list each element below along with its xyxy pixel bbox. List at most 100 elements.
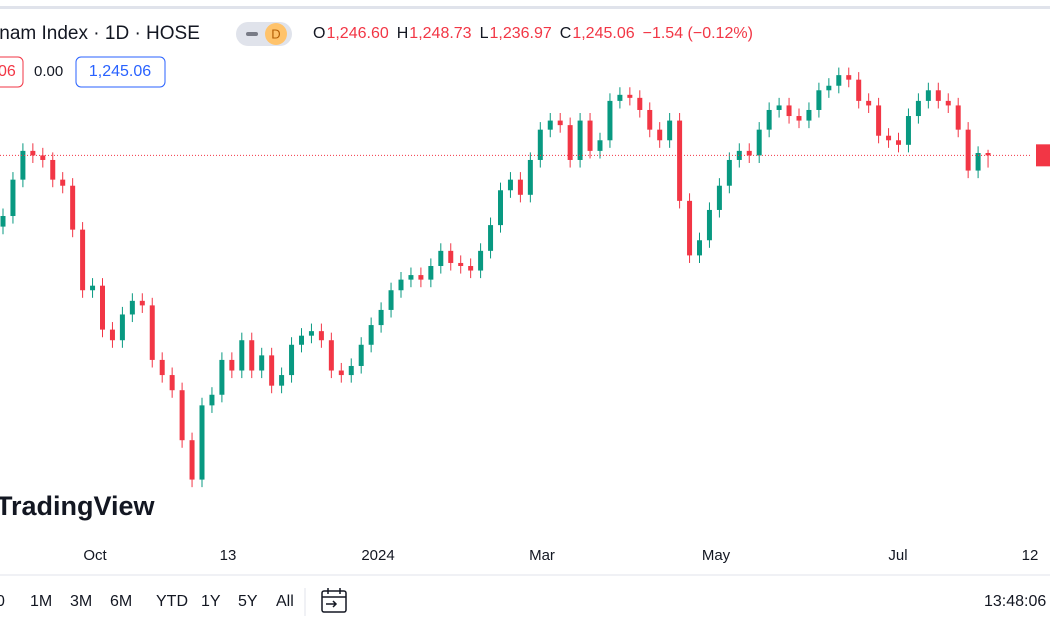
candle-body [179, 390, 185, 441]
candle-body [149, 305, 155, 360]
candle-body [945, 100, 951, 106]
candle-body [328, 340, 334, 371]
candle-body [169, 375, 175, 391]
range-button[interactable]: YTD [156, 593, 188, 610]
candle-body [438, 250, 444, 266]
candle-body [229, 359, 235, 371]
candle-body [925, 90, 931, 101]
candle-body [30, 150, 36, 156]
range-button[interactable]: 3M [70, 593, 92, 610]
candle-body [746, 150, 752, 156]
candle-body [846, 75, 852, 80]
candle-body [219, 359, 225, 395]
candle-body [627, 94, 633, 98]
candle-body [915, 100, 921, 117]
badge: D [271, 26, 280, 41]
candle-body [547, 120, 553, 130]
ask: 1,245.06 [89, 63, 151, 80]
range-button[interactable]: 1Y [201, 593, 221, 610]
candle-body [667, 120, 673, 141]
candle-body [358, 344, 364, 366]
candle-body [70, 185, 76, 230]
ohlc-value: 1,236.97 [489, 25, 551, 42]
candle-body [10, 179, 16, 217]
candle-body [289, 344, 295, 376]
candle-body [279, 375, 285, 386]
candle-body [905, 116, 911, 145]
x-axis-label: Mar [529, 547, 555, 564]
ohlc-value: 1,245.06 [572, 25, 634, 42]
candle-body [816, 90, 822, 110]
candle-body [0, 216, 6, 227]
range-button[interactable]: 6M [110, 593, 132, 610]
candle-body [776, 105, 782, 110]
candle-body [517, 179, 523, 195]
candle-body [577, 120, 583, 160]
candle-body [318, 331, 324, 341]
candle-body [119, 314, 125, 341]
candle-body [527, 159, 533, 195]
candle-body [896, 140, 901, 145]
candle-body [886, 135, 892, 141]
spread: 0.00 [34, 63, 63, 80]
candle-body [338, 370, 344, 376]
status-icon [246, 32, 258, 36]
candle-body [478, 250, 484, 271]
candle-body [139, 300, 145, 306]
candle-body [567, 125, 573, 160]
candle-body [80, 229, 86, 291]
watermark: TradingView [0, 491, 156, 521]
candle-body [726, 159, 732, 186]
candle-body [239, 340, 245, 371]
candle-body [677, 120, 683, 201]
range-button[interactable]: 5Y [238, 593, 258, 610]
candle-body [159, 359, 165, 376]
candle-body [647, 109, 653, 130]
candle-body [498, 190, 503, 226]
candle-body [90, 285, 96, 291]
ohlc-key: H [397, 25, 409, 42]
bid: 06 [0, 63, 16, 80]
candle-body [597, 140, 603, 151]
candle-body [299, 335, 304, 345]
candle-body [716, 185, 722, 210]
candle-body [856, 79, 862, 101]
candle-body [458, 262, 464, 266]
candle-body [836, 75, 842, 86]
candle-body [756, 129, 762, 156]
symbol-title: tnam Index · 1D · HOSE [0, 23, 200, 44]
candle-body [557, 120, 563, 126]
candle-body [398, 279, 404, 291]
candle-body [368, 325, 374, 345]
candle-body [537, 129, 543, 160]
top-border [0, 6, 1050, 9]
candle-body [348, 365, 354, 376]
range-button[interactable]: All [276, 593, 294, 610]
last-price-tag [1036, 144, 1050, 167]
ask-box [75, 56, 166, 88]
candle-body [189, 440, 195, 480]
candle-body [468, 266, 474, 271]
candle-body [706, 209, 712, 241]
candle-body [259, 355, 265, 371]
candle-body [109, 329, 115, 341]
candle-body [209, 394, 215, 406]
x-axis-label: May [702, 547, 731, 564]
clock: 13:48:06 [984, 593, 1046, 610]
candle-body [507, 179, 513, 191]
range-button[interactable]: 1M [30, 593, 52, 610]
ohlc-value: 1,248.73 [409, 25, 471, 42]
candle-body [637, 97, 643, 110]
change: −1.54 (−0.12%) [643, 25, 753, 42]
x-axis-label: 12 [1022, 547, 1039, 564]
candle-body [418, 275, 424, 280]
x-axis-label: 13 [220, 547, 237, 564]
candle-body [697, 240, 702, 256]
candle-body [866, 100, 872, 106]
candle-body [736, 150, 742, 160]
ohlc-key: C [560, 25, 572, 42]
calendar-icon[interactable] [321, 588, 347, 613]
range-button[interactable]: 0 [0, 593, 5, 610]
bid-box [0, 56, 24, 88]
